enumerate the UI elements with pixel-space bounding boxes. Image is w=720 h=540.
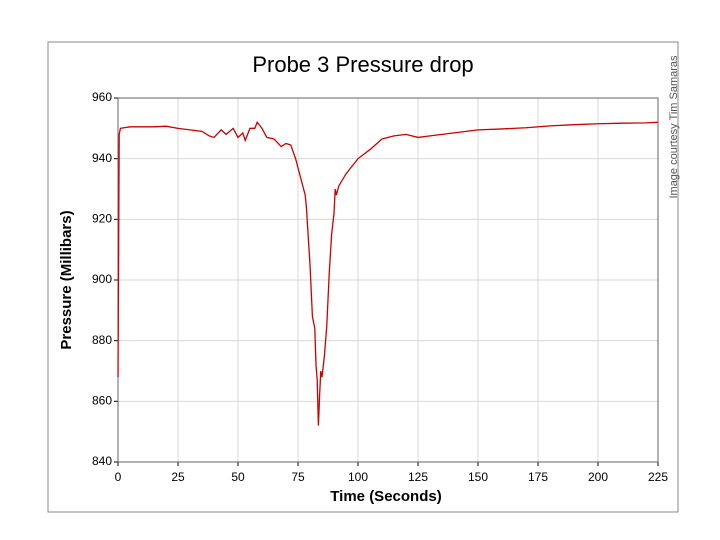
x-tick-label: 25 bbox=[171, 470, 185, 484]
y-axis-label: Pressure (Millibars) bbox=[58, 210, 75, 349]
y-tick-label: 920 bbox=[92, 212, 112, 226]
x-axis-label: Time (Seconds) bbox=[330, 488, 441, 505]
x-tick-label: 75 bbox=[291, 470, 305, 484]
y-tick-label: 960 bbox=[92, 90, 112, 104]
x-tick-label: 200 bbox=[588, 470, 608, 484]
y-tick-label: 840 bbox=[92, 454, 112, 468]
y-tick-label: 880 bbox=[92, 333, 112, 347]
y-tick-label: 900 bbox=[92, 272, 112, 286]
x-tick-label: 150 bbox=[468, 470, 488, 484]
chart-title: Probe 3 Pressure drop bbox=[252, 52, 473, 77]
x-tick-label: 125 bbox=[408, 470, 428, 484]
annotation: Image courtesy Tim Samaras bbox=[668, 55, 680, 199]
x-tick-label: 100 bbox=[348, 470, 368, 484]
x-tick-label: 175 bbox=[528, 470, 548, 484]
line-series bbox=[117, 120, 659, 426]
y-tick-label: 940 bbox=[92, 151, 112, 165]
x-tick-label: 225 bbox=[648, 470, 668, 484]
x-tick-label: 50 bbox=[231, 470, 245, 484]
x-tick-label: 0 bbox=[115, 470, 122, 484]
y-tick-label: 860 bbox=[92, 394, 112, 408]
